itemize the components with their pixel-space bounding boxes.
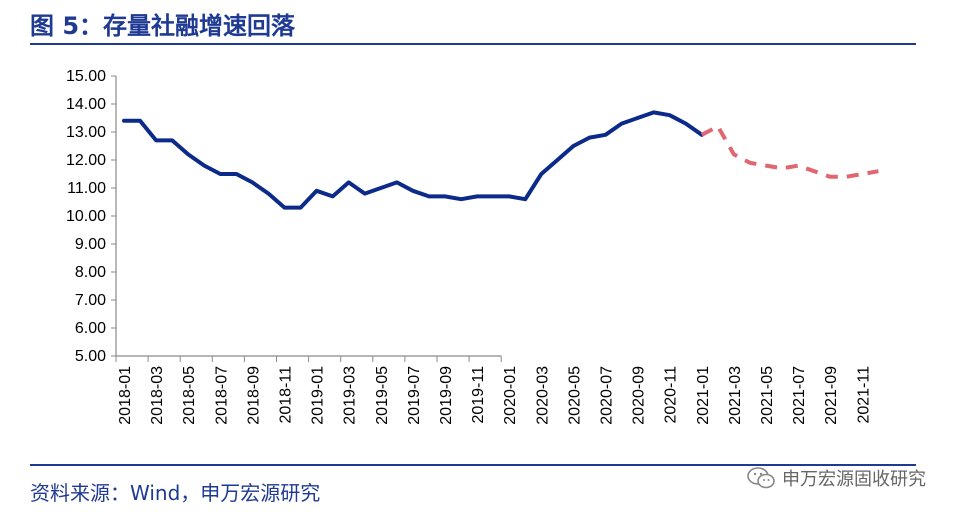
y-tick-label: 5.00 [75, 348, 106, 365]
plot-area [122, 110, 879, 210]
y-tick-label: 15.00 [66, 68, 106, 85]
source-note: 资料来源：Wind，申万宏源研究 [30, 481, 321, 505]
x-tick-label: 2019-09 [438, 366, 455, 425]
x-tick-label: 2019-11 [470, 366, 487, 424]
actual-series-line [122, 110, 704, 210]
x-tick-label: 2020-05 [566, 366, 583, 425]
footer-rule [30, 464, 916, 466]
x-axis: 2018-01 2018-03 2018-05 2018-07 2018-09 2018-… [115, 355, 872, 425]
wechat-icon [747, 467, 775, 489]
figure-title: 图 5：存量社融增速回落 [30, 12, 296, 40]
watermark-text: 申万宏源固收研究 [782, 469, 926, 490]
y-axis: 5.00 6.00 7.00 8.00 9.00 10.00 11.00 12.00 13.00… [66, 68, 117, 365]
x-tick-label: 2018-01 [117, 366, 134, 425]
line-chart: 5.00 6.00 7.00 8.00 9.00 10.00 11.00 12.00 13.00… [66, 68, 879, 425]
x-tick-label: 2018-09 [245, 366, 262, 425]
title-rule [30, 43, 916, 45]
y-tick-label: 12.00 [66, 152, 106, 169]
x-tick-label: 2019-05 [374, 366, 391, 425]
x-tick-label: 2021-01 [695, 366, 712, 425]
y-tick-label: 6.00 [75, 320, 106, 337]
x-tick-label: 2020-09 [631, 366, 648, 425]
x-tick-label: 2020-03 [534, 366, 551, 425]
x-tick-label: 2021-11 [855, 366, 872, 424]
y-tick-label: 10.00 [66, 208, 106, 225]
x-tick-label: 2020-11 [663, 366, 680, 424]
x-tick-label: 2018-05 [181, 366, 198, 425]
y-tick-label: 9.00 [75, 236, 106, 253]
y-tick-label: 14.00 [66, 96, 106, 113]
y-tick-label: 11.00 [67, 180, 106, 197]
y-tick-label: 7.00 [75, 292, 106, 309]
x-tick-label: 2020-07 [599, 366, 616, 425]
x-tick-label: 2021-07 [791, 366, 808, 425]
x-tick-label: 2021-03 [727, 366, 744, 425]
y-tick-label: 13.00 [66, 124, 106, 141]
x-tick-label: 2018-03 [149, 366, 166, 425]
y-tick-label: 8.00 [75, 264, 106, 281]
x-tick-label: 2018-07 [213, 366, 230, 425]
x-tick-label: 2018-11 [278, 366, 295, 424]
watermark: 申万宏源固收研究 [746, 465, 926, 491]
x-tick-label: 2019-07 [406, 366, 423, 425]
x-tick-label: 2020-01 [502, 366, 519, 425]
forecast-series-line [700, 124, 879, 179]
x-tick-label: 2021-09 [823, 366, 840, 425]
x-tick-label: 2019-01 [310, 366, 327, 425]
x-tick-label: 2019-03 [342, 366, 359, 425]
x-tick-label: 2021-05 [759, 366, 776, 425]
